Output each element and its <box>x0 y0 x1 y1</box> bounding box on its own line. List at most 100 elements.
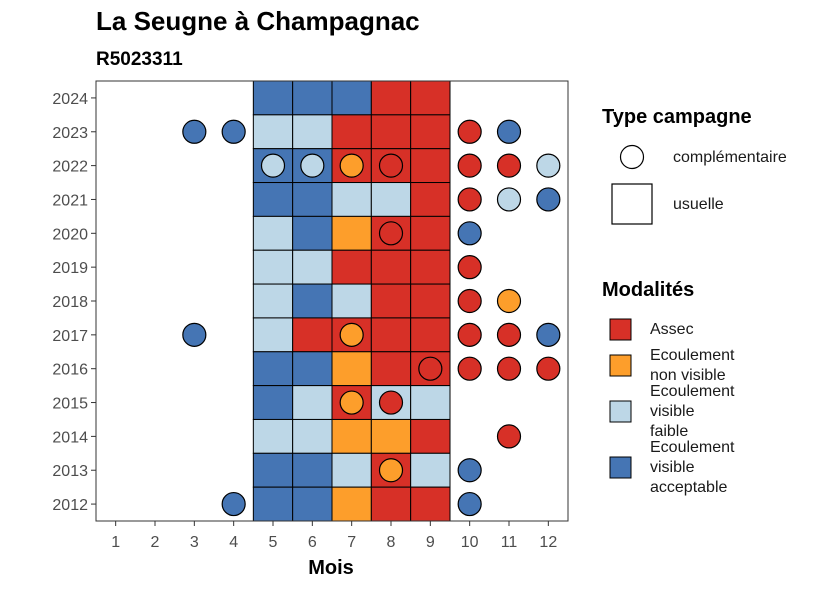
legend-modalite-label: visible <box>650 403 695 420</box>
complementaire-point <box>536 356 561 381</box>
y-tick-label: 2021 <box>52 192 88 209</box>
usuelle-tile <box>252 486 294 522</box>
complementaire-point <box>378 458 404 483</box>
usuelle-tile <box>292 317 333 353</box>
complementaire-point <box>221 119 246 144</box>
usuelle-tile <box>252 385 294 420</box>
usuelle-tile <box>410 452 451 488</box>
complementaire-point <box>182 322 207 347</box>
complementaire-point <box>457 356 482 381</box>
x-tick-label: 6 <box>308 534 317 551</box>
x-tick-label: 1 <box>111 534 120 551</box>
y-tick-label: 2017 <box>52 328 88 345</box>
usuelle-tile <box>410 249 451 285</box>
legend: Type campagne complémentaire usuelle Modali… <box>602 106 787 496</box>
usuelle-tile <box>252 215 294 251</box>
usuelle-tile <box>292 80 333 116</box>
axes: 1 2 3 4 5 6 7 8 9 10 11 122012201320142015201620172… <box>52 80 569 551</box>
y-tick-label: 2023 <box>52 125 88 142</box>
x-tick-label: 9 <box>426 534 435 551</box>
legend-modalite-label: visible <box>650 459 695 476</box>
complementaire-point <box>496 322 522 347</box>
usuelle-tile <box>331 80 372 116</box>
complementaire-point <box>221 491 246 517</box>
complementaire-point <box>496 424 522 449</box>
usuelle-tile <box>292 486 333 522</box>
complementaire-point <box>457 187 482 212</box>
complementaire-point <box>496 153 522 178</box>
usuelle-tile <box>410 283 451 319</box>
chart-title: La Seugne à Champagnac <box>96 6 420 36</box>
usuelle-tile <box>252 351 294 387</box>
usuelle-tile <box>292 418 333 454</box>
complementaire-point <box>496 288 522 314</box>
usuelle-tile <box>292 215 333 251</box>
plot-area <box>182 80 561 522</box>
usuelle-tile <box>331 452 372 488</box>
y-tick-label: 2022 <box>52 159 88 176</box>
legend-swatch <box>609 456 632 479</box>
usuelle-tile <box>370 418 412 454</box>
usuelle-tile <box>252 249 294 285</box>
usuelle-tile <box>252 317 294 353</box>
usuelle-tile <box>252 114 294 150</box>
x-tick-label: 2 <box>151 534 160 551</box>
legend-type-title: Type campagne <box>602 106 752 128</box>
usuelle-tile <box>292 182 333 217</box>
usuelle-tile <box>410 215 451 251</box>
usuelle-tile <box>331 283 372 319</box>
complementaire-point <box>418 356 443 381</box>
legend-modalite-label: acceptable <box>650 479 727 496</box>
y-tick-label: 2013 <box>52 463 88 480</box>
x-tick-label: 4 <box>229 534 238 551</box>
complementaire-point <box>339 322 364 347</box>
complementaire-point <box>536 187 561 212</box>
legend-type-label: complémentaire <box>673 149 787 166</box>
y-tick-label: 2019 <box>52 260 88 277</box>
complementaire-point <box>378 221 404 246</box>
complementaire-point <box>260 153 286 178</box>
usuelle-tile <box>331 182 372 217</box>
usuelle-tile <box>252 283 294 319</box>
complementaire-point <box>300 153 325 178</box>
usuelle-tile <box>292 385 333 420</box>
usuelle-tile <box>252 418 294 454</box>
complementaire-point <box>339 390 364 415</box>
usuelle-tile <box>331 114 372 150</box>
usuelle-tile <box>292 452 333 488</box>
x-tick-label: 7 <box>347 534 356 551</box>
complementaire-point <box>457 221 482 246</box>
legend-modalite-label: Ecoulement <box>650 383 735 400</box>
usuelle-tile <box>410 317 451 353</box>
x-tick-label: 11 <box>501 534 518 551</box>
usuelle-tile <box>292 283 333 319</box>
usuelle-tile <box>292 249 333 285</box>
x-tick-label: 3 <box>190 534 199 551</box>
usuelle-tile <box>370 182 412 217</box>
x-tick-label: 8 <box>387 534 396 551</box>
y-tick-label: 2024 <box>52 91 88 108</box>
usuelle-tile <box>410 486 451 522</box>
usuelle-tile <box>331 249 372 285</box>
legend-square-key <box>611 183 653 225</box>
legend-modalite-label: faible <box>650 423 688 440</box>
usuelle-tile <box>292 114 333 150</box>
legend-swatch <box>609 318 632 341</box>
complementaire-point <box>536 153 561 178</box>
usuelle-tile <box>410 418 451 454</box>
complementaire-point <box>457 153 482 178</box>
y-tick-label: 2014 <box>52 429 88 446</box>
legend-modalite-label: non visible <box>650 367 726 384</box>
usuelle-tile <box>410 148 451 184</box>
y-tick-label: 2015 <box>52 396 88 413</box>
usuelle-tile <box>331 486 372 522</box>
complementaire-point <box>457 288 482 314</box>
complementaire-point <box>536 322 561 347</box>
legend-modalite-label: Ecoulement <box>650 439 735 456</box>
complementaire-point <box>457 255 482 280</box>
y-tick-label: 2012 <box>52 497 88 514</box>
x-axis-title: Mois <box>308 557 354 579</box>
usuelle-tile <box>370 249 412 285</box>
legend-modalite-label: Ecoulement <box>650 347 735 364</box>
usuelle-tile <box>410 80 451 116</box>
